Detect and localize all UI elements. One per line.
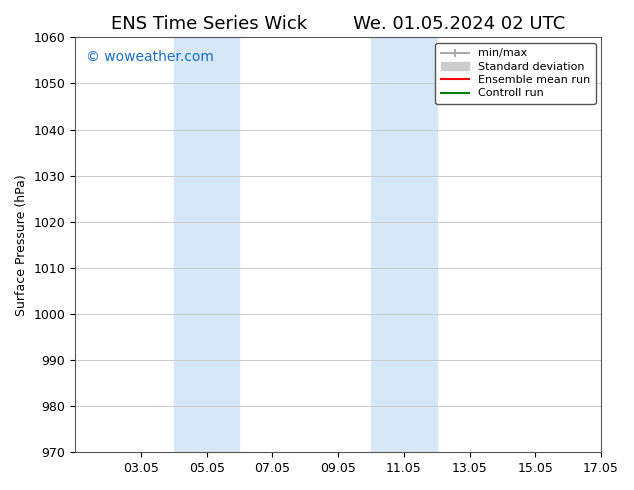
- Bar: [174, 37, 240, 452]
- Bar: [371, 37, 437, 452]
- Legend: min/max, Standard deviation, Ensemble mean run, Controll run: min/max, Standard deviation, Ensemble me…: [436, 43, 595, 104]
- Y-axis label: Surface Pressure (hPa): Surface Pressure (hPa): [15, 174, 28, 316]
- Title: ENS Time Series Wick        We. 01.05.2024 02 UTC: ENS Time Series Wick We. 01.05.2024 02 U…: [111, 15, 566, 33]
- Text: © woweather.com: © woweather.com: [86, 50, 214, 64]
